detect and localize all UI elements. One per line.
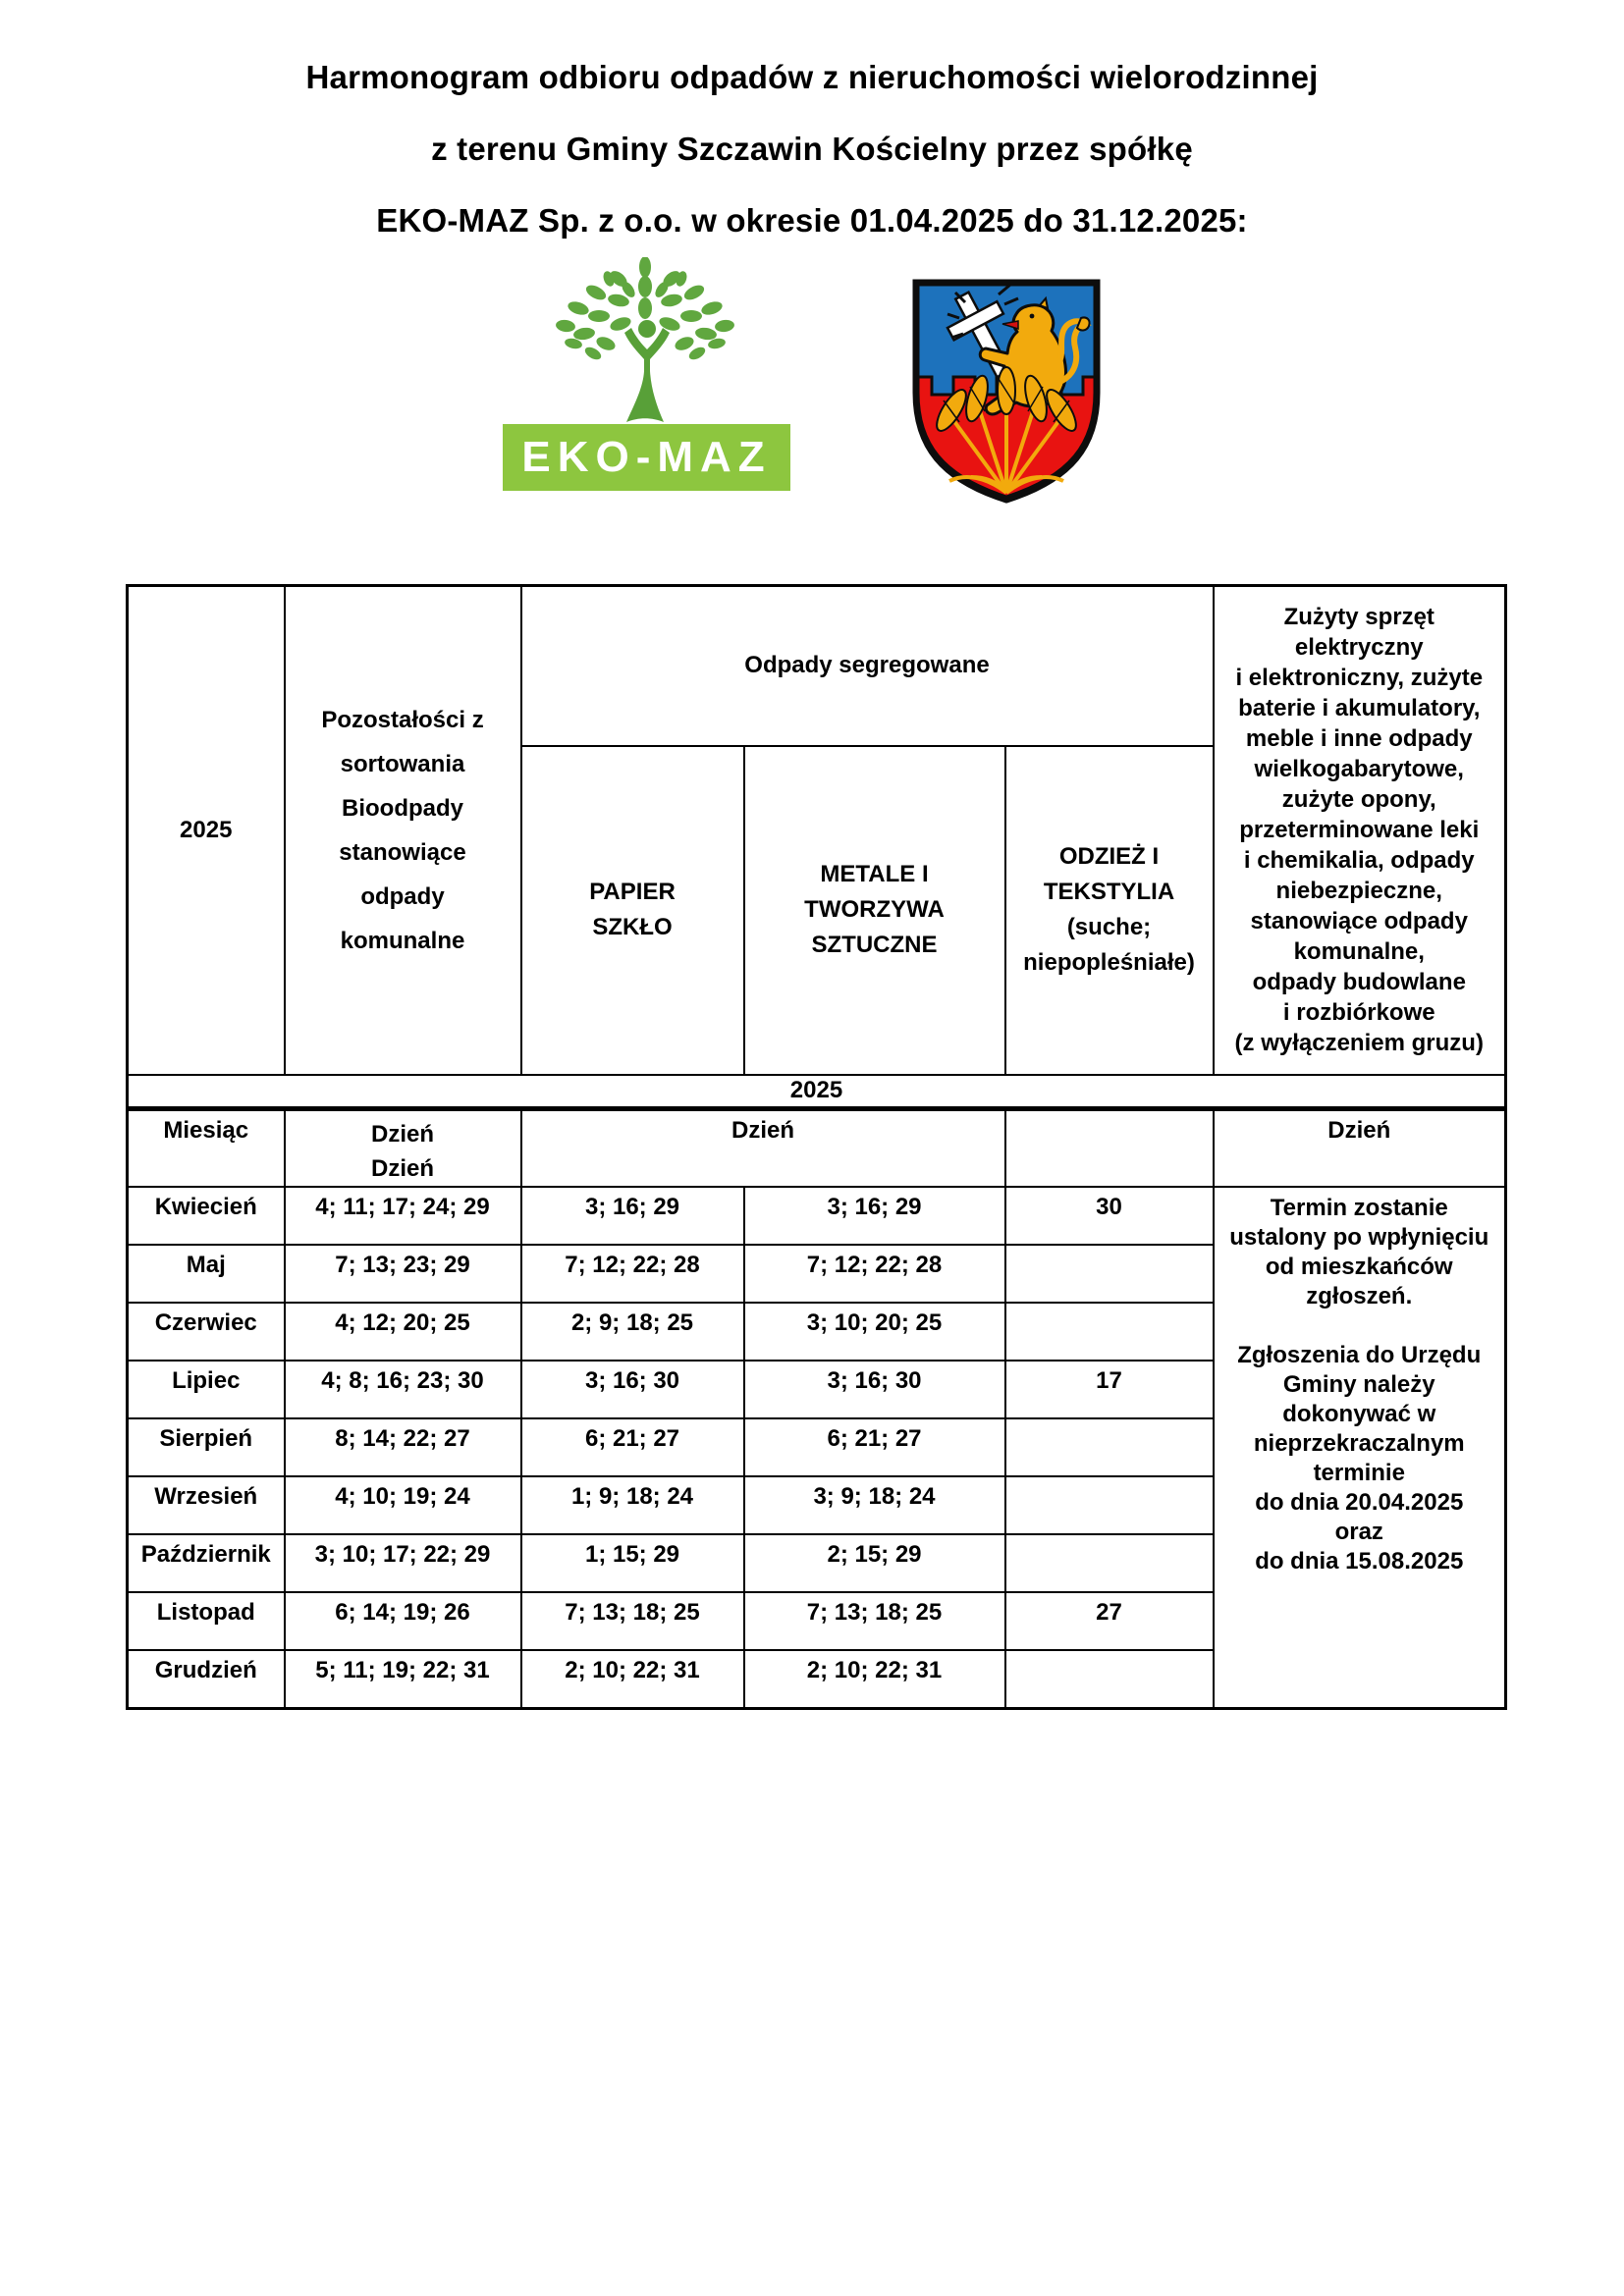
residual-days-cell: 7; 13; 23; 29 [283, 1244, 522, 1304]
table-row-czerwiec: Czerwiec 4; 12; 20; 25 2; 9; 18; 25 3; 1… [126, 1302, 1506, 1362]
textiles-days-cell [1003, 1475, 1215, 1535]
coat-of-arms-icon [912, 279, 1101, 504]
title-line-1: Harmonogram odbioru odpadów z nieruchomo… [305, 58, 1319, 95]
metals-plastics-header: METALE I TWORZYWA SZTUCZNE [742, 744, 1006, 1076]
month-cell: Kwiecień [126, 1186, 286, 1246]
table-row-listopad: Listopad 6; 14; 19; 26 7; 13; 18; 25 7; … [126, 1591, 1506, 1651]
bulky-note-cell: Termin zostanie ustalony po wpłynięciu o… [1212, 1186, 1507, 1709]
day-header-bulky: Dzień [1212, 1107, 1507, 1188]
table-row-lipiec: Lipiec 4; 8; 16; 23; 30 3; 16; 30 3; 16;… [126, 1360, 1506, 1419]
table-row-sierpien: Sierpień 8; 14; 22; 27 6; 21; 27 6; 21; … [126, 1417, 1506, 1477]
table-row-grudzien: Grudzień 5; 11; 19; 22; 31 2; 10; 22; 31… [126, 1649, 1506, 1709]
paper-days-cell: 1; 9; 18; 24 [519, 1475, 745, 1535]
paper-days-cell: 6; 21; 27 [519, 1417, 745, 1477]
residual-days-cell: 3; 10; 17; 22; 29 [283, 1533, 522, 1593]
residual-days-cell: 6; 14; 19; 26 [283, 1591, 522, 1651]
schedule-table: 2025 Pozostałości z sortowania Bioodpady… [126, 584, 1507, 1710]
paper-days-cell: 7; 13; 18; 25 [519, 1591, 745, 1651]
residual-days-cell: 5; 11; 19; 22; 31 [283, 1649, 522, 1709]
residual-days-cell: 4; 8; 16; 23; 30 [283, 1360, 522, 1419]
metals-days-cell: 3; 9; 18; 24 [742, 1475, 1006, 1535]
metals-days-cell: 7; 12; 22; 28 [742, 1244, 1006, 1304]
month-column-header: Miesiąc [126, 1107, 286, 1188]
day-header-segregated: Dzień [519, 1107, 1006, 1188]
month-cell: Maj [126, 1244, 286, 1304]
month-cell: Czerwiec [126, 1302, 286, 1362]
ekomaz-banner-text: EKO-MAZ [521, 433, 772, 481]
month-cell: Grudzień [126, 1649, 286, 1709]
month-cell: Październik [126, 1533, 286, 1593]
day-header-residual: Dzień Dzień [283, 1107, 522, 1188]
segregated-waste-header: Odpady segregowane [519, 584, 1215, 747]
metals-days-cell: 7; 13; 18; 25 [742, 1591, 1006, 1651]
paper-days-cell: 1; 15; 29 [519, 1533, 745, 1593]
tree-icon [556, 257, 734, 422]
day-header-textiles [1003, 1107, 1215, 1188]
metals-days-cell: 3; 16; 30 [742, 1360, 1006, 1419]
textiles-header: ODZIEŻ I TEKSTYLIA (suche; niepopleśniał… [1003, 744, 1215, 1076]
month-cell: Lipiec [126, 1360, 286, 1419]
metals-days-cell: 3; 16; 29 [742, 1186, 1006, 1246]
table-row-pazdziernik: Październik 3; 10; 17; 22; 29 1; 15; 29 … [126, 1533, 1506, 1593]
textiles-days-cell: 27 [1003, 1591, 1215, 1651]
title-line-3: EKO-MAZ Sp. z o.o. w okresie 01.04.2025 … [376, 201, 1248, 239]
month-cell: Wrzesień [126, 1475, 286, 1535]
residual-days-cell: 8; 14; 22; 27 [283, 1417, 522, 1477]
metals-days-cell: 6; 21; 27 [742, 1417, 1006, 1477]
month-cell: Listopad [126, 1591, 286, 1651]
textiles-days-cell [1003, 1302, 1215, 1362]
residual-days-cell: 4; 11; 17; 24; 29 [283, 1186, 522, 1246]
paper-days-cell: 7; 12; 22; 28 [519, 1244, 745, 1304]
table-row-wrzesien: Wrzesień 4; 10; 19; 24 1; 9; 18; 24 3; 9… [126, 1475, 1506, 1535]
textiles-days-cell: 30 [1003, 1186, 1215, 1246]
bulky-waste-header: Zużyty sprzęt elektryczny i elektroniczn… [1212, 584, 1507, 1076]
table-row-maj: Maj 7; 13; 23; 29 7; 12; 22; 28 7; 12; 2… [126, 1244, 1506, 1304]
residual-days-cell: 4; 12; 20; 25 [283, 1302, 522, 1362]
month-cell: Sierpień [126, 1417, 286, 1477]
textiles-days-cell [1003, 1649, 1215, 1709]
metals-days-cell: 2; 15; 29 [742, 1533, 1006, 1593]
paper-days-cell: 3; 16; 30 [519, 1360, 745, 1419]
textiles-days-cell [1003, 1244, 1215, 1304]
paper-days-cell: 3; 16; 29 [519, 1186, 745, 1246]
textiles-days-cell [1003, 1417, 1215, 1477]
residual-waste-header: Pozostałości z sortowania Bioodpady stan… [283, 584, 522, 1076]
metals-days-cell: 2; 10; 22; 31 [742, 1649, 1006, 1709]
textiles-days-cell [1003, 1533, 1215, 1593]
residual-days-cell: 4; 10; 19; 24 [283, 1475, 522, 1535]
metals-days-cell: 3; 10; 20; 25 [742, 1302, 1006, 1362]
year-cell: 2025 [126, 584, 286, 1076]
title-block: Harmonogram odbioru odpadów z nieruchomo… [0, 41, 1624, 256]
paper-days-cell: 2; 9; 18; 25 [519, 1302, 745, 1362]
ekomaz-banner: EKO-MAZ [503, 424, 790, 491]
table-row-kwiecien: Kwiecień 4; 11; 17; 24; 29 3; 16; 29 3; … [126, 1186, 1507, 1709]
title-line-2: z terenu Gminy Szczawin Kościelny przez … [431, 130, 1193, 167]
year-row: 2025 [126, 1073, 1507, 1111]
paper-days-cell: 2; 10; 22; 31 [519, 1649, 745, 1709]
ekomaz-logo: EKO-MAZ [503, 257, 790, 493]
textiles-days-cell: 17 [1003, 1360, 1215, 1419]
paper-glass-header: PAPIER SZKŁO [519, 744, 745, 1076]
